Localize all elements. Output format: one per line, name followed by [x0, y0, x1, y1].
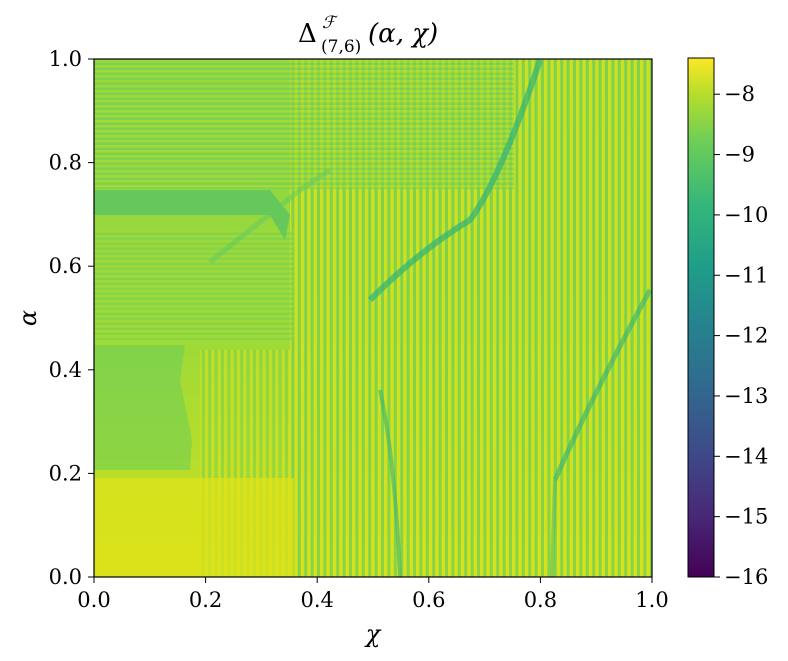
colorbar-tick-label: −9	[724, 143, 755, 167]
colorbar-tick-label: −15	[724, 505, 768, 529]
colorbar-tick-label: −12	[724, 324, 768, 348]
ridge-curve-2	[378, 389, 402, 577]
ridge-curve-5	[208, 167, 332, 264]
plot-frame	[93, 58, 653, 578]
y-axis: 0.0 0.2 0.4 0.6 0.8 1.0	[49, 47, 94, 589]
y-tick-label: 0.0	[49, 565, 82, 589]
x-tick-label: 0.2	[189, 588, 222, 612]
horizontal-stripes-top	[94, 59, 514, 189]
horizontal-stripes-mid	[94, 230, 294, 340]
y-tick-label: 0.6	[49, 254, 82, 278]
x-axis: 0.0 0.2 0.4 0.6 0.8 1.0	[77, 577, 669, 612]
x-tick-label: 0.8	[524, 588, 557, 612]
colorbar-axis: −8 −9 −10 −11 −12 −13 −14 −15 −16	[714, 82, 768, 589]
title-symbol: Δ	[298, 19, 317, 49]
x-tick-label: 0.0	[77, 588, 110, 612]
colorbar-tick-label: −14	[724, 444, 768, 468]
title-args: (α, χ)	[368, 19, 438, 49]
chart-title: Δ ℱ (7,6) (α, χ)	[298, 13, 438, 57]
dark-band-left	[94, 345, 192, 470]
title-superscript: ℱ	[322, 13, 339, 33]
y-tick-label: 1.0	[49, 47, 82, 71]
colorbar-tick-label: −16	[724, 565, 768, 589]
colorbar	[688, 58, 714, 577]
y-tick-label: 0.2	[49, 461, 82, 485]
colorbar-tick-label: −11	[724, 263, 768, 287]
y-axis-label: α	[14, 310, 42, 326]
y-tick-label: 0.8	[49, 151, 82, 175]
dark-band-upper	[94, 190, 290, 240]
x-tick-label: 1.0	[635, 588, 668, 612]
x-tick-label: 0.6	[412, 588, 445, 612]
title-subscript: (7,6)	[321, 37, 361, 57]
y-tick-label: 0.4	[49, 358, 82, 382]
ridge-curve-4	[550, 479, 557, 577]
ridge-curve-3	[552, 288, 652, 482]
x-tick-label: 0.4	[300, 588, 333, 612]
colorbar-tick-label: −10	[724, 203, 768, 227]
colorbar-frame	[687, 57, 715, 578]
bright-plateau-region	[94, 478, 294, 577]
colorbar-tick-label: −13	[724, 384, 768, 408]
heatmap-plot-area	[94, 59, 652, 577]
colorbar-tick-label: −8	[724, 82, 755, 106]
x-axis-label: χ	[364, 620, 382, 648]
ridge-curve-1	[367, 59, 543, 303]
